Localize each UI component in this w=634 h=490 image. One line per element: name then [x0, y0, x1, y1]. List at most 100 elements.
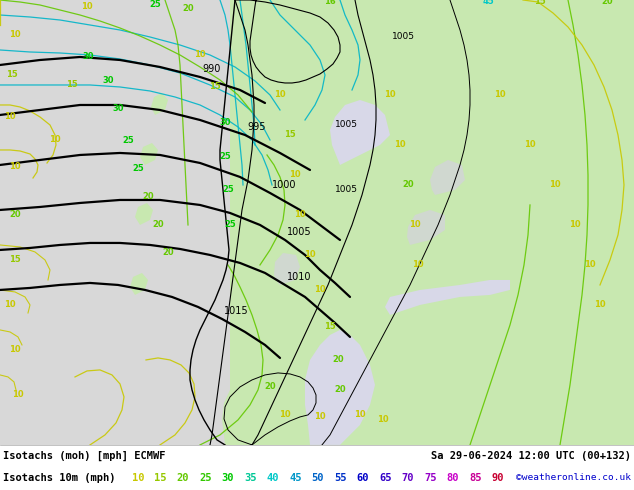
Text: 20: 20 — [402, 180, 414, 190]
Text: 15: 15 — [66, 80, 78, 90]
Text: 45: 45 — [289, 473, 302, 483]
Text: 10: 10 — [524, 141, 536, 149]
Text: 20: 20 — [9, 211, 21, 220]
Text: 75: 75 — [424, 473, 437, 483]
Polygon shape — [135, 203, 153, 225]
Polygon shape — [222, 385, 255, 445]
Text: 30: 30 — [219, 119, 231, 127]
Text: 15: 15 — [284, 130, 296, 140]
Text: 25: 25 — [199, 473, 212, 483]
Text: 10: 10 — [494, 91, 506, 99]
Text: 60: 60 — [357, 473, 369, 483]
Text: 50: 50 — [312, 473, 324, 483]
Text: 25: 25 — [122, 137, 134, 146]
Polygon shape — [0, 0, 230, 445]
Text: 10: 10 — [354, 411, 366, 419]
Text: 30: 30 — [222, 473, 234, 483]
Text: 15: 15 — [324, 322, 336, 331]
Text: Sa 29-06-2024 12:00 UTC (00+132): Sa 29-06-2024 12:00 UTC (00+132) — [431, 451, 631, 461]
Text: 30: 30 — [82, 52, 94, 61]
Polygon shape — [0, 0, 230, 445]
Text: 20: 20 — [264, 382, 276, 392]
Text: 70: 70 — [402, 473, 414, 483]
Text: 55: 55 — [334, 473, 347, 483]
Polygon shape — [274, 253, 300, 285]
Text: ©weatheronline.co.uk: ©weatheronline.co.uk — [516, 473, 631, 483]
Text: 10: 10 — [594, 300, 606, 310]
Text: 25: 25 — [132, 165, 144, 173]
Polygon shape — [140, 143, 158, 165]
Text: 10: 10 — [304, 250, 316, 259]
Text: 10: 10 — [314, 413, 326, 421]
Text: 10: 10 — [569, 220, 581, 229]
Text: 80: 80 — [447, 473, 459, 483]
Text: 10: 10 — [314, 286, 326, 294]
Text: 10: 10 — [4, 113, 16, 122]
Text: 10: 10 — [279, 411, 291, 419]
Text: 25: 25 — [222, 186, 234, 195]
Text: 1000: 1000 — [272, 180, 297, 190]
Polygon shape — [130, 273, 148, 295]
Text: 1005: 1005 — [335, 121, 358, 129]
Text: 10: 10 — [384, 91, 396, 99]
Polygon shape — [305, 330, 375, 445]
Text: 1005: 1005 — [287, 227, 312, 237]
Text: 15: 15 — [209, 82, 221, 92]
Polygon shape — [330, 100, 390, 165]
Text: 10: 10 — [584, 261, 596, 270]
Text: 10: 10 — [377, 416, 389, 424]
Text: 25: 25 — [224, 220, 236, 229]
Text: 45: 45 — [482, 0, 494, 6]
Text: 20: 20 — [142, 193, 154, 201]
Text: 990: 990 — [202, 64, 221, 74]
Text: 15: 15 — [154, 473, 167, 483]
Text: 10: 10 — [294, 211, 306, 220]
Text: Isotachs (moh) [mph] ECMWF: Isotachs (moh) [mph] ECMWF — [3, 451, 165, 461]
Text: 1010: 1010 — [287, 272, 311, 282]
Text: 10: 10 — [9, 30, 21, 40]
Text: 10: 10 — [409, 220, 421, 229]
Polygon shape — [385, 280, 510, 315]
Text: 35: 35 — [244, 473, 257, 483]
Text: 15: 15 — [6, 71, 18, 79]
Text: 10: 10 — [132, 473, 145, 483]
Polygon shape — [151, 93, 168, 115]
Text: 20: 20 — [182, 4, 194, 14]
Text: 85: 85 — [469, 473, 482, 483]
Text: 20: 20 — [601, 0, 613, 6]
Text: 20: 20 — [152, 220, 164, 229]
Text: 10: 10 — [4, 300, 16, 310]
Text: 10: 10 — [12, 391, 24, 399]
Polygon shape — [430, 160, 465, 195]
Bar — [230, 0, 634, 445]
Text: 20: 20 — [332, 355, 344, 365]
Text: 30: 30 — [112, 104, 124, 114]
Text: 10: 10 — [194, 50, 206, 59]
Text: 25: 25 — [149, 0, 161, 9]
Text: 1005: 1005 — [392, 32, 415, 42]
Text: 995: 995 — [247, 122, 266, 132]
Text: 10: 10 — [549, 180, 561, 190]
Text: 15: 15 — [534, 0, 546, 6]
Text: 20: 20 — [162, 248, 174, 257]
Text: 10: 10 — [274, 91, 286, 99]
Text: 1015: 1015 — [224, 306, 249, 316]
Text: 30: 30 — [102, 76, 113, 85]
Text: 25: 25 — [219, 152, 231, 162]
Text: 40: 40 — [267, 473, 279, 483]
Text: 10: 10 — [412, 261, 424, 270]
Text: 10: 10 — [394, 141, 406, 149]
Text: 10: 10 — [9, 163, 21, 172]
Text: 20: 20 — [177, 473, 190, 483]
Text: 10: 10 — [289, 171, 301, 179]
Polygon shape — [407, 210, 445, 245]
Text: 10: 10 — [49, 135, 61, 145]
Text: 90: 90 — [492, 473, 504, 483]
Text: 1005: 1005 — [335, 186, 358, 195]
Text: Isotachs 10m (mph): Isotachs 10m (mph) — [3, 473, 115, 483]
Text: 10: 10 — [9, 345, 21, 354]
Text: 65: 65 — [379, 473, 392, 483]
Text: 16: 16 — [324, 0, 336, 6]
Text: 15: 15 — [9, 255, 21, 265]
Text: 20: 20 — [334, 386, 346, 394]
